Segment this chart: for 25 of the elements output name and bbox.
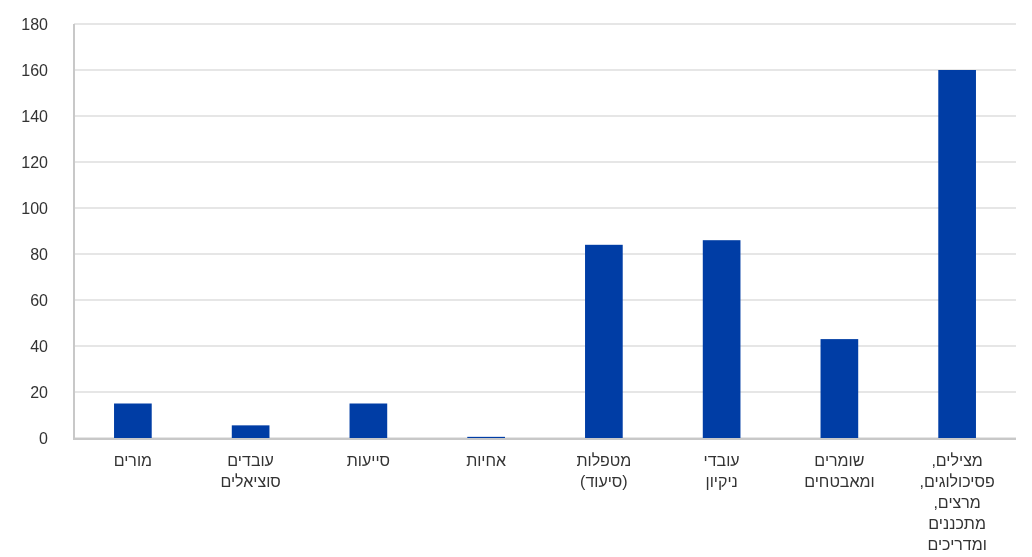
y-tick-label: 20	[30, 383, 49, 401]
bar	[820, 339, 859, 438]
x-tick-label: אחיות	[466, 452, 507, 469]
x-tick-label: שומרים ומאבטחים	[804, 452, 875, 490]
x-tick-label: סייעות	[346, 452, 391, 469]
y-tick-label: 180	[21, 15, 49, 33]
y-tick-label: 100	[21, 199, 49, 217]
y-tick-label: 80	[30, 245, 49, 263]
x-tick-label: עובדי ניקיון	[703, 452, 740, 490]
bar	[349, 403, 388, 438]
bar	[938, 70, 976, 438]
y-tick-label: 160	[21, 61, 49, 79]
y-tick-label: 60	[30, 291, 49, 309]
y-tick-label: 140	[21, 107, 49, 125]
bar	[585, 244, 623, 438]
y-tick-label: 120	[21, 153, 49, 171]
x-tick-label: עובדים סוציאלים	[220, 452, 281, 490]
x-tick-label: מורים	[113, 452, 153, 469]
bar	[702, 240, 741, 438]
y-tick-label: 40	[30, 337, 49, 355]
x-tick-label: מטפלות (סיעוד)	[576, 452, 632, 490]
y-tick-label: 0	[39, 429, 49, 447]
bar	[114, 403, 152, 438]
bar	[231, 425, 270, 438]
x-tick-label: מצילים, פסיכולוגים, מרצים, מתכננים ומדריכים	[919, 452, 995, 553]
